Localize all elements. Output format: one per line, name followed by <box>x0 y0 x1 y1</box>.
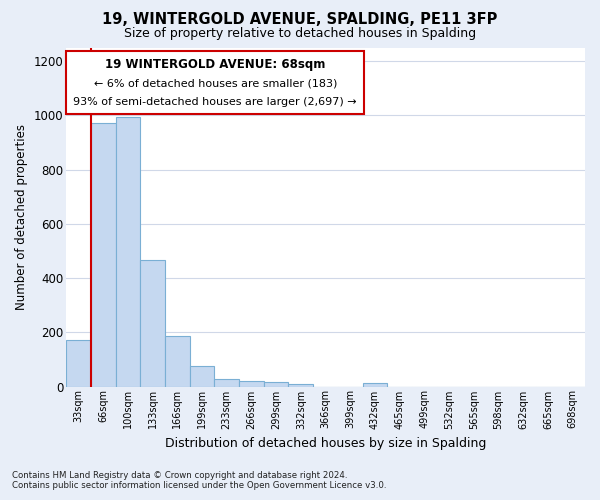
Bar <box>190 366 214 386</box>
Text: 19 WINTERGOLD AVENUE: 68sqm: 19 WINTERGOLD AVENUE: 68sqm <box>105 58 325 71</box>
Bar <box>116 116 140 386</box>
X-axis label: Distribution of detached houses by size in Spalding: Distribution of detached houses by size … <box>165 437 486 450</box>
Text: Contains HM Land Registry data © Crown copyright and database right 2024.
Contai: Contains HM Land Registry data © Crown c… <box>12 470 386 490</box>
Bar <box>165 336 190 386</box>
Text: 93% of semi-detached houses are larger (2,697) →: 93% of semi-detached houses are larger (… <box>73 98 357 108</box>
Bar <box>140 260 165 386</box>
Y-axis label: Number of detached properties: Number of detached properties <box>15 124 28 310</box>
Bar <box>91 124 116 386</box>
Text: Size of property relative to detached houses in Spalding: Size of property relative to detached ho… <box>124 28 476 40</box>
Bar <box>362 384 388 386</box>
Bar <box>66 51 364 114</box>
Text: ← 6% of detached houses are smaller (183): ← 6% of detached houses are smaller (183… <box>94 78 337 88</box>
Bar <box>289 384 313 386</box>
Bar <box>264 382 289 386</box>
Text: 19, WINTERGOLD AVENUE, SPALDING, PE11 3FP: 19, WINTERGOLD AVENUE, SPALDING, PE11 3F… <box>103 12 497 28</box>
Bar <box>214 379 239 386</box>
Bar <box>239 380 264 386</box>
Bar <box>66 340 91 386</box>
